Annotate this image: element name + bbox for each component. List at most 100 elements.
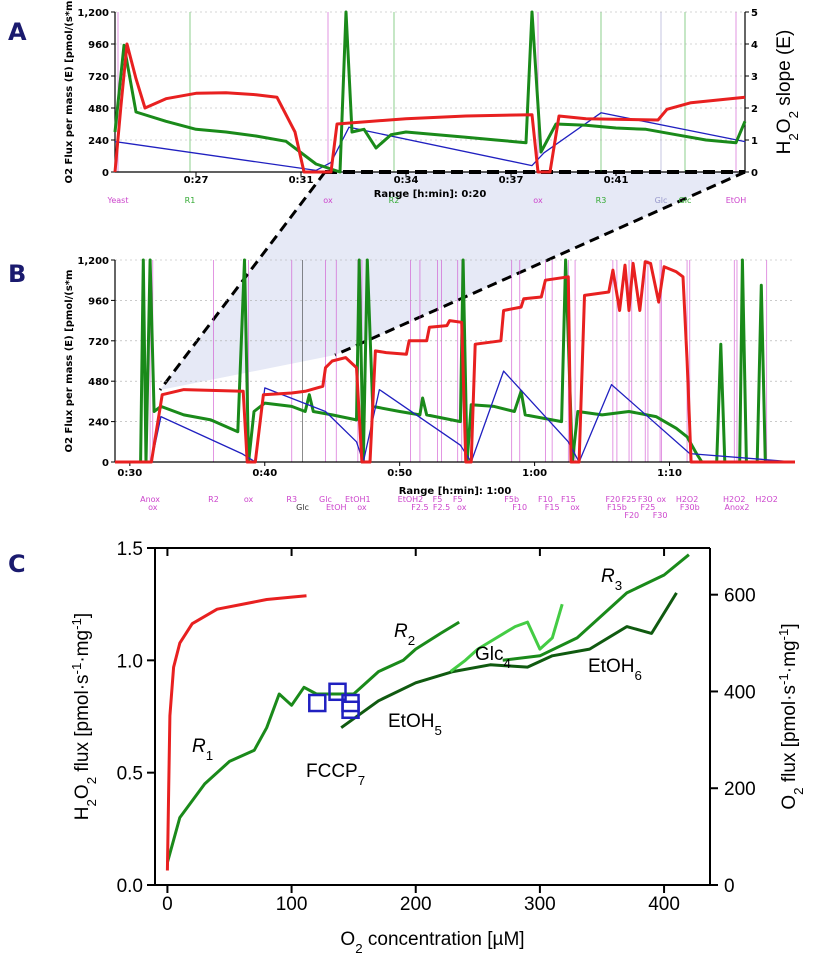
y-tick-label: 480 [88, 104, 109, 115]
series-line [165, 594, 307, 871]
annotation-sub: 3 [615, 578, 622, 593]
event-label: ox [357, 503, 367, 512]
x-tick-label: 0:31 [289, 175, 314, 186]
x-tick-label: 200 [400, 894, 432, 915]
annotation-text: EtOH [388, 711, 434, 732]
annotation: R3 [601, 566, 622, 593]
label-part: H [72, 806, 93, 820]
x-tick-label: 100 [276, 894, 308, 915]
label-part: -1 [69, 618, 84, 630]
event-label: F30 [638, 495, 653, 504]
event-label: ox [457, 503, 467, 512]
y-tick-label: 0.5 [117, 764, 143, 785]
event-label: F2.5 [411, 503, 428, 512]
event-label: F15 [545, 503, 560, 512]
y2-tick-label: 1 [751, 136, 758, 147]
y-tick-label: 1,200 [77, 8, 109, 19]
annotation-sub: 6 [634, 668, 641, 683]
event-label: ox [323, 196, 333, 205]
annotation: R1 [192, 736, 213, 763]
panel-label: B [8, 260, 26, 288]
event-label: F25 [622, 495, 637, 504]
label-part: -1 [69, 663, 84, 675]
series-line [115, 260, 795, 464]
y2-tick-label: 2 [751, 104, 758, 115]
annotation-sub: 5 [434, 723, 441, 738]
y-tick-label: 1.5 [117, 539, 143, 560]
event-label: R3 [596, 196, 607, 205]
event-label: ox [657, 495, 667, 504]
point [308, 693, 327, 713]
x-tick-label: 0:41 [604, 175, 629, 186]
point [341, 700, 360, 720]
label-part: 2 [786, 133, 801, 140]
event-label: Glc [679, 196, 692, 205]
x-tick-label: 0 [162, 894, 173, 915]
event-label: F30 [653, 511, 668, 520]
x-tick-label: 400 [648, 894, 680, 915]
event-label: F5b [504, 495, 519, 504]
axis-label: O2 flux [pmol·s-1·mg-1] [776, 623, 806, 809]
event-label: F15 [561, 495, 576, 504]
event-label: F5 [433, 495, 443, 504]
y-tick-label: 1.0 [117, 651, 143, 672]
y2-tick-label: 0 [751, 168, 758, 179]
event-label: Glc [319, 495, 332, 504]
annotation-text: R [394, 621, 408, 642]
annotation-text: EtOH [588, 656, 634, 677]
y2-tick-label: 400 [724, 682, 756, 703]
annotation: R2 [394, 621, 415, 648]
annotation: EtOH5 [388, 711, 442, 738]
y2-tick-label: 200 [724, 779, 756, 800]
panel-label: C [8, 550, 26, 578]
series-line [114, 112, 746, 172]
event-label: F20 [605, 495, 620, 504]
event-label: F30b [680, 503, 700, 512]
label-part: 2 [84, 799, 99, 806]
series-line [165, 553, 690, 863]
x-tick-label: 0:40 [252, 468, 277, 479]
annotation-text: FCCP [306, 761, 358, 782]
event-label: R2 [389, 196, 400, 205]
x-tick-label: 0:50 [387, 468, 412, 479]
event-label: F5 [453, 495, 463, 504]
y-axis-label: O2 Flux per mass (E) [pmol/(s*m [64, 1, 75, 184]
event-label: ox [244, 495, 254, 504]
y-axis-label: O2 Flux per mass (E) [pmol/(s*m [64, 270, 75, 453]
event-label: H2O2 [676, 495, 699, 504]
y-tick-label: 0 [102, 168, 109, 179]
label-part: flux [pmol·s [779, 685, 800, 787]
panel-label: A [8, 18, 27, 46]
label-part: flux [pmol·s [72, 674, 93, 776]
y-tick-label: 0 [102, 458, 109, 469]
annotation-sub: 4 [504, 656, 511, 671]
label-part: -1 [776, 629, 791, 641]
y-tick-label: 960 [88, 296, 109, 307]
label-part: H [774, 141, 795, 155]
y-tick-label: 240 [88, 418, 109, 429]
x-tick-label: 1:10 [657, 468, 682, 479]
point [328, 682, 347, 702]
event-label: F20 [624, 511, 639, 520]
label-part: ·mg [72, 630, 93, 663]
label-part: slope (E) [774, 30, 795, 111]
label-part: concentration [µM] [363, 929, 525, 950]
y2-tick-label: 5 [751, 8, 758, 19]
annotation-sub: 7 [358, 773, 365, 788]
event-label: ox [570, 503, 580, 512]
label-part: -1 [776, 673, 791, 685]
event-label: Anox [140, 495, 160, 504]
event-label: Yeast [107, 196, 129, 205]
x-axis-label: Range [h:min]: 1:00 [399, 486, 512, 497]
event-label: Anox2 [724, 503, 749, 512]
y-tick-label: 720 [88, 72, 109, 83]
y2-tick-label: 600 [724, 586, 756, 607]
y-tick-label: 480 [88, 377, 109, 388]
event-label: F25 [641, 503, 656, 512]
annotation: FCCP7 [306, 761, 365, 788]
x-tick-label: 0:34 [394, 175, 419, 186]
label-part: O [779, 795, 800, 810]
x-tick-label: 0:37 [499, 175, 524, 186]
label-part: O [774, 118, 795, 133]
y2-tick-label: 0 [724, 876, 735, 897]
